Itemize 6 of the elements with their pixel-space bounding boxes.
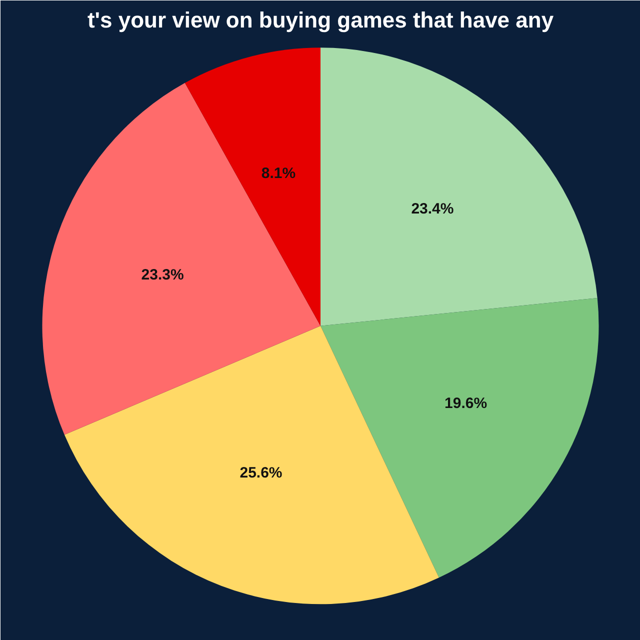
data-label: 23.3% <box>141 266 184 284</box>
data-label: 23.4% <box>411 200 454 218</box>
data-label: 19.6% <box>444 394 488 412</box>
data-label: 8.1% <box>261 165 296 182</box>
data-label: 25.6% <box>240 464 282 482</box>
chart-title: t's your view on buying games that have any <box>87 8 554 32</box>
